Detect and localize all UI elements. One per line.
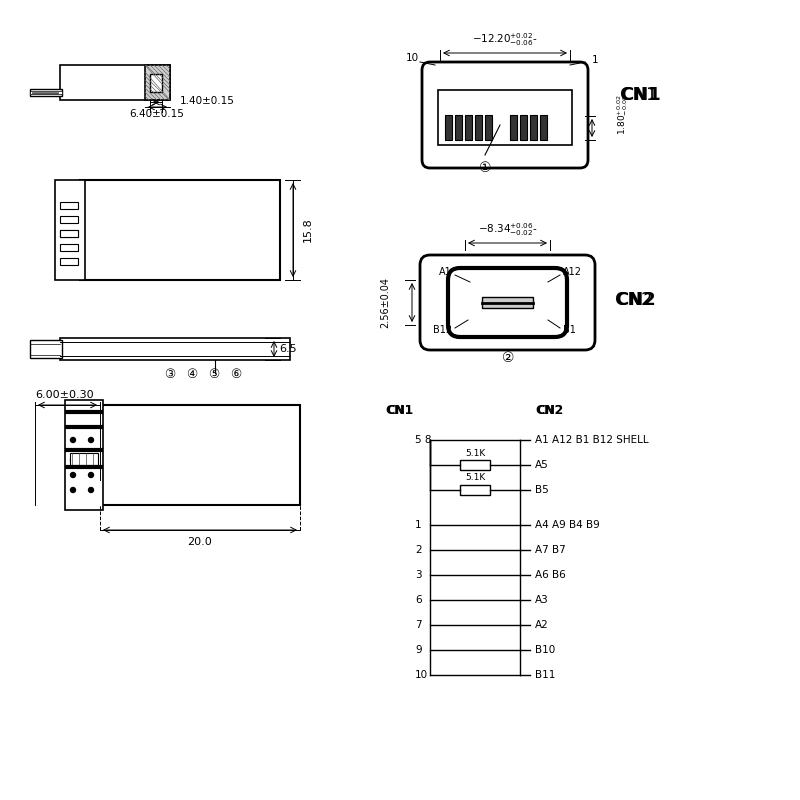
Bar (460, 485, 490, 495)
Bar (438, 90, 572, 145)
Text: 5.1K: 5.1K (465, 474, 485, 482)
Circle shape (89, 438, 94, 442)
Bar (60, 258, 78, 265)
Text: ⑥: ⑥ (230, 369, 242, 382)
Bar (55, 180, 85, 280)
Circle shape (89, 473, 94, 478)
Text: 3: 3 (415, 570, 422, 580)
Text: CN2: CN2 (615, 291, 653, 309)
Bar (30, 89, 62, 96)
Text: CN1: CN1 (386, 403, 414, 417)
Text: 6.40±0.15: 6.40±0.15 (130, 109, 185, 119)
Bar (60, 230, 78, 237)
Text: 1.40±0.15: 1.40±0.15 (180, 96, 235, 106)
Text: CN2: CN2 (536, 403, 564, 417)
Text: ②: ② (502, 351, 514, 365)
Circle shape (89, 458, 94, 462)
Text: $-$8.34$^{+0.06}_{-0.02}$-: $-$8.34$^{+0.06}_{-0.02}$- (478, 222, 538, 238)
Text: 5 8: 5 8 (415, 435, 431, 445)
Text: CN1: CN1 (387, 403, 413, 417)
Bar (60, 230, 78, 237)
Circle shape (70, 487, 75, 493)
Bar (30, 340, 62, 358)
Text: ⑤: ⑤ (208, 369, 220, 382)
Bar (460, 460, 490, 470)
FancyBboxPatch shape (420, 255, 595, 350)
Text: 1.80$^{+0.02}_{-0.08}$: 1.80$^{+0.02}_{-0.08}$ (615, 94, 630, 135)
Text: A4 A9 B4 B9: A4 A9 B4 B9 (535, 520, 600, 530)
Bar (70, 453, 98, 465)
Text: B11: B11 (535, 670, 555, 680)
Text: 10: 10 (406, 53, 418, 63)
Text: 2: 2 (415, 545, 422, 555)
Text: 1: 1 (415, 520, 422, 530)
Text: 20.0: 20.0 (188, 537, 212, 547)
FancyBboxPatch shape (422, 62, 588, 168)
Bar (30, 91, 62, 94)
Text: A12: A12 (563, 267, 582, 277)
Text: 9: 9 (415, 645, 422, 655)
Text: A3: A3 (535, 595, 549, 605)
Bar (540, 115, 547, 140)
Text: 10: 10 (415, 670, 428, 680)
Text: $-$12.20$^{+0.02}_{-0.06}$-: $-$12.20$^{+0.02}_{-0.06}$- (472, 31, 538, 48)
Bar (482, 297, 533, 308)
Text: ③: ③ (164, 369, 176, 382)
FancyBboxPatch shape (448, 268, 567, 337)
Text: 7: 7 (415, 620, 422, 630)
Text: ①: ① (478, 161, 491, 175)
Bar (60, 216, 78, 223)
Bar (145, 65, 170, 100)
Bar (65, 400, 103, 510)
Bar (60, 338, 290, 360)
Text: A5: A5 (535, 460, 549, 470)
Bar (530, 115, 537, 140)
Circle shape (70, 458, 75, 462)
Text: A7 B7: A7 B7 (535, 545, 566, 555)
Circle shape (70, 438, 75, 442)
Bar (60, 202, 78, 209)
Bar (80, 180, 280, 280)
Bar (150, 74, 162, 92)
Bar (485, 115, 492, 140)
Bar (520, 115, 527, 140)
Bar (445, 115, 452, 140)
Text: 2.56±0.04: 2.56±0.04 (380, 278, 390, 329)
Bar (100, 405, 300, 505)
Text: 6.00±0.30: 6.00±0.30 (36, 390, 94, 400)
Text: CN2: CN2 (615, 291, 656, 309)
Text: 6.5: 6.5 (279, 344, 297, 354)
Text: B12: B12 (433, 325, 452, 335)
Text: B10: B10 (535, 645, 555, 655)
Text: A1: A1 (439, 267, 452, 277)
Text: CN2: CN2 (537, 403, 563, 417)
Text: 15.8: 15.8 (303, 218, 313, 242)
Bar (510, 115, 517, 140)
Bar (455, 115, 462, 140)
Text: CN1: CN1 (620, 86, 658, 104)
Bar (465, 115, 472, 140)
Text: A6 B6: A6 B6 (535, 570, 566, 580)
Text: 5.1K: 5.1K (465, 449, 485, 458)
Text: CN1: CN1 (620, 86, 661, 104)
Text: ④: ④ (186, 369, 198, 382)
Circle shape (70, 473, 75, 478)
Text: A2: A2 (535, 620, 549, 630)
Text: B1: B1 (563, 325, 576, 335)
Text: A1 A12 B1 B12 SHELL: A1 A12 B1 B12 SHELL (535, 435, 649, 445)
Bar (60, 244, 78, 251)
Text: B5: B5 (535, 485, 549, 495)
Bar (60, 65, 170, 100)
Text: 1: 1 (592, 55, 598, 65)
Bar (475, 115, 482, 140)
Circle shape (89, 487, 94, 493)
Text: 6: 6 (415, 595, 422, 605)
